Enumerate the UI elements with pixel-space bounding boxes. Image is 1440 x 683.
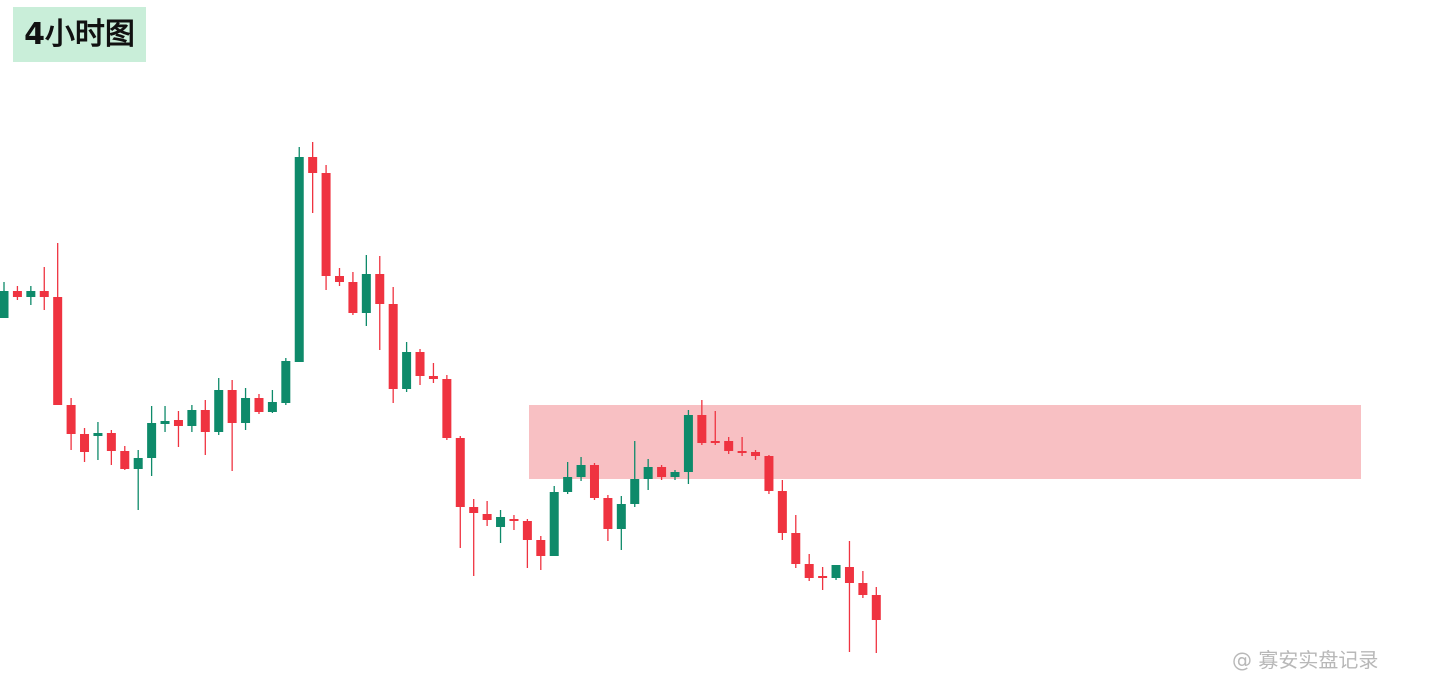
candle-body xyxy=(120,451,130,469)
candle-body xyxy=(80,434,90,452)
candle-body xyxy=(348,282,358,313)
candle-body xyxy=(576,465,586,477)
candle-body xyxy=(254,398,264,412)
candle-body xyxy=(844,567,854,583)
candle-body xyxy=(455,438,465,507)
candle-body xyxy=(549,492,559,556)
candle-body xyxy=(737,451,747,453)
candle-body xyxy=(388,304,398,389)
candle-body xyxy=(724,441,734,451)
candle-body xyxy=(751,452,761,456)
candle-body xyxy=(791,533,801,564)
candle-body xyxy=(26,291,36,297)
candle-body xyxy=(93,433,103,436)
candle-body xyxy=(697,415,707,443)
candle-body xyxy=(160,421,170,424)
candle-body xyxy=(227,390,237,423)
candle-body xyxy=(267,402,277,412)
candle-body xyxy=(643,467,653,479)
candle-body xyxy=(616,504,626,529)
candle-body xyxy=(241,398,251,423)
candle-body xyxy=(804,564,814,578)
candle-body xyxy=(0,291,9,318)
candle-body xyxy=(402,352,412,389)
candle-body xyxy=(321,173,331,276)
candle-body xyxy=(522,521,532,540)
candle-body xyxy=(428,376,438,379)
candle-body xyxy=(710,441,720,443)
candle-body xyxy=(777,491,787,533)
candle-body xyxy=(657,467,667,477)
candle-body xyxy=(482,514,492,520)
candle-body xyxy=(133,458,143,469)
candle-body xyxy=(308,157,318,173)
candle-body xyxy=(496,517,506,527)
candle-body xyxy=(683,415,693,472)
candle-body xyxy=(442,379,452,438)
candle-body xyxy=(214,390,224,432)
candle-body xyxy=(12,291,22,297)
candle-body xyxy=(375,274,385,304)
candle-body xyxy=(858,583,868,595)
chart-title: 4小时图 xyxy=(13,7,146,62)
candle-body xyxy=(670,472,680,477)
candle-body xyxy=(106,433,116,451)
candle-body xyxy=(630,479,640,504)
candle-body xyxy=(831,565,841,578)
candle-body xyxy=(147,423,157,458)
candle-body xyxy=(361,274,371,313)
candle-body xyxy=(173,420,183,426)
candle-body xyxy=(53,297,63,405)
candle-body xyxy=(589,465,599,498)
candle-body xyxy=(509,519,519,521)
candle-body xyxy=(335,276,344,282)
candle-body xyxy=(281,361,291,403)
candle-body xyxy=(536,540,546,556)
candle-body xyxy=(187,410,197,426)
candle-body xyxy=(818,576,828,578)
candle-body xyxy=(415,352,425,376)
candle-body xyxy=(563,477,573,492)
candle-body xyxy=(603,498,613,529)
watermark: @ 寡安实盘记录 xyxy=(1232,648,1379,672)
candle-body xyxy=(764,456,774,491)
candle-body xyxy=(871,595,881,620)
candle-body xyxy=(200,410,210,432)
resistance-zone xyxy=(529,405,1361,479)
candle-body xyxy=(294,157,304,362)
candle-body xyxy=(39,291,49,297)
candle-body xyxy=(469,507,479,513)
candle-body xyxy=(66,405,76,434)
